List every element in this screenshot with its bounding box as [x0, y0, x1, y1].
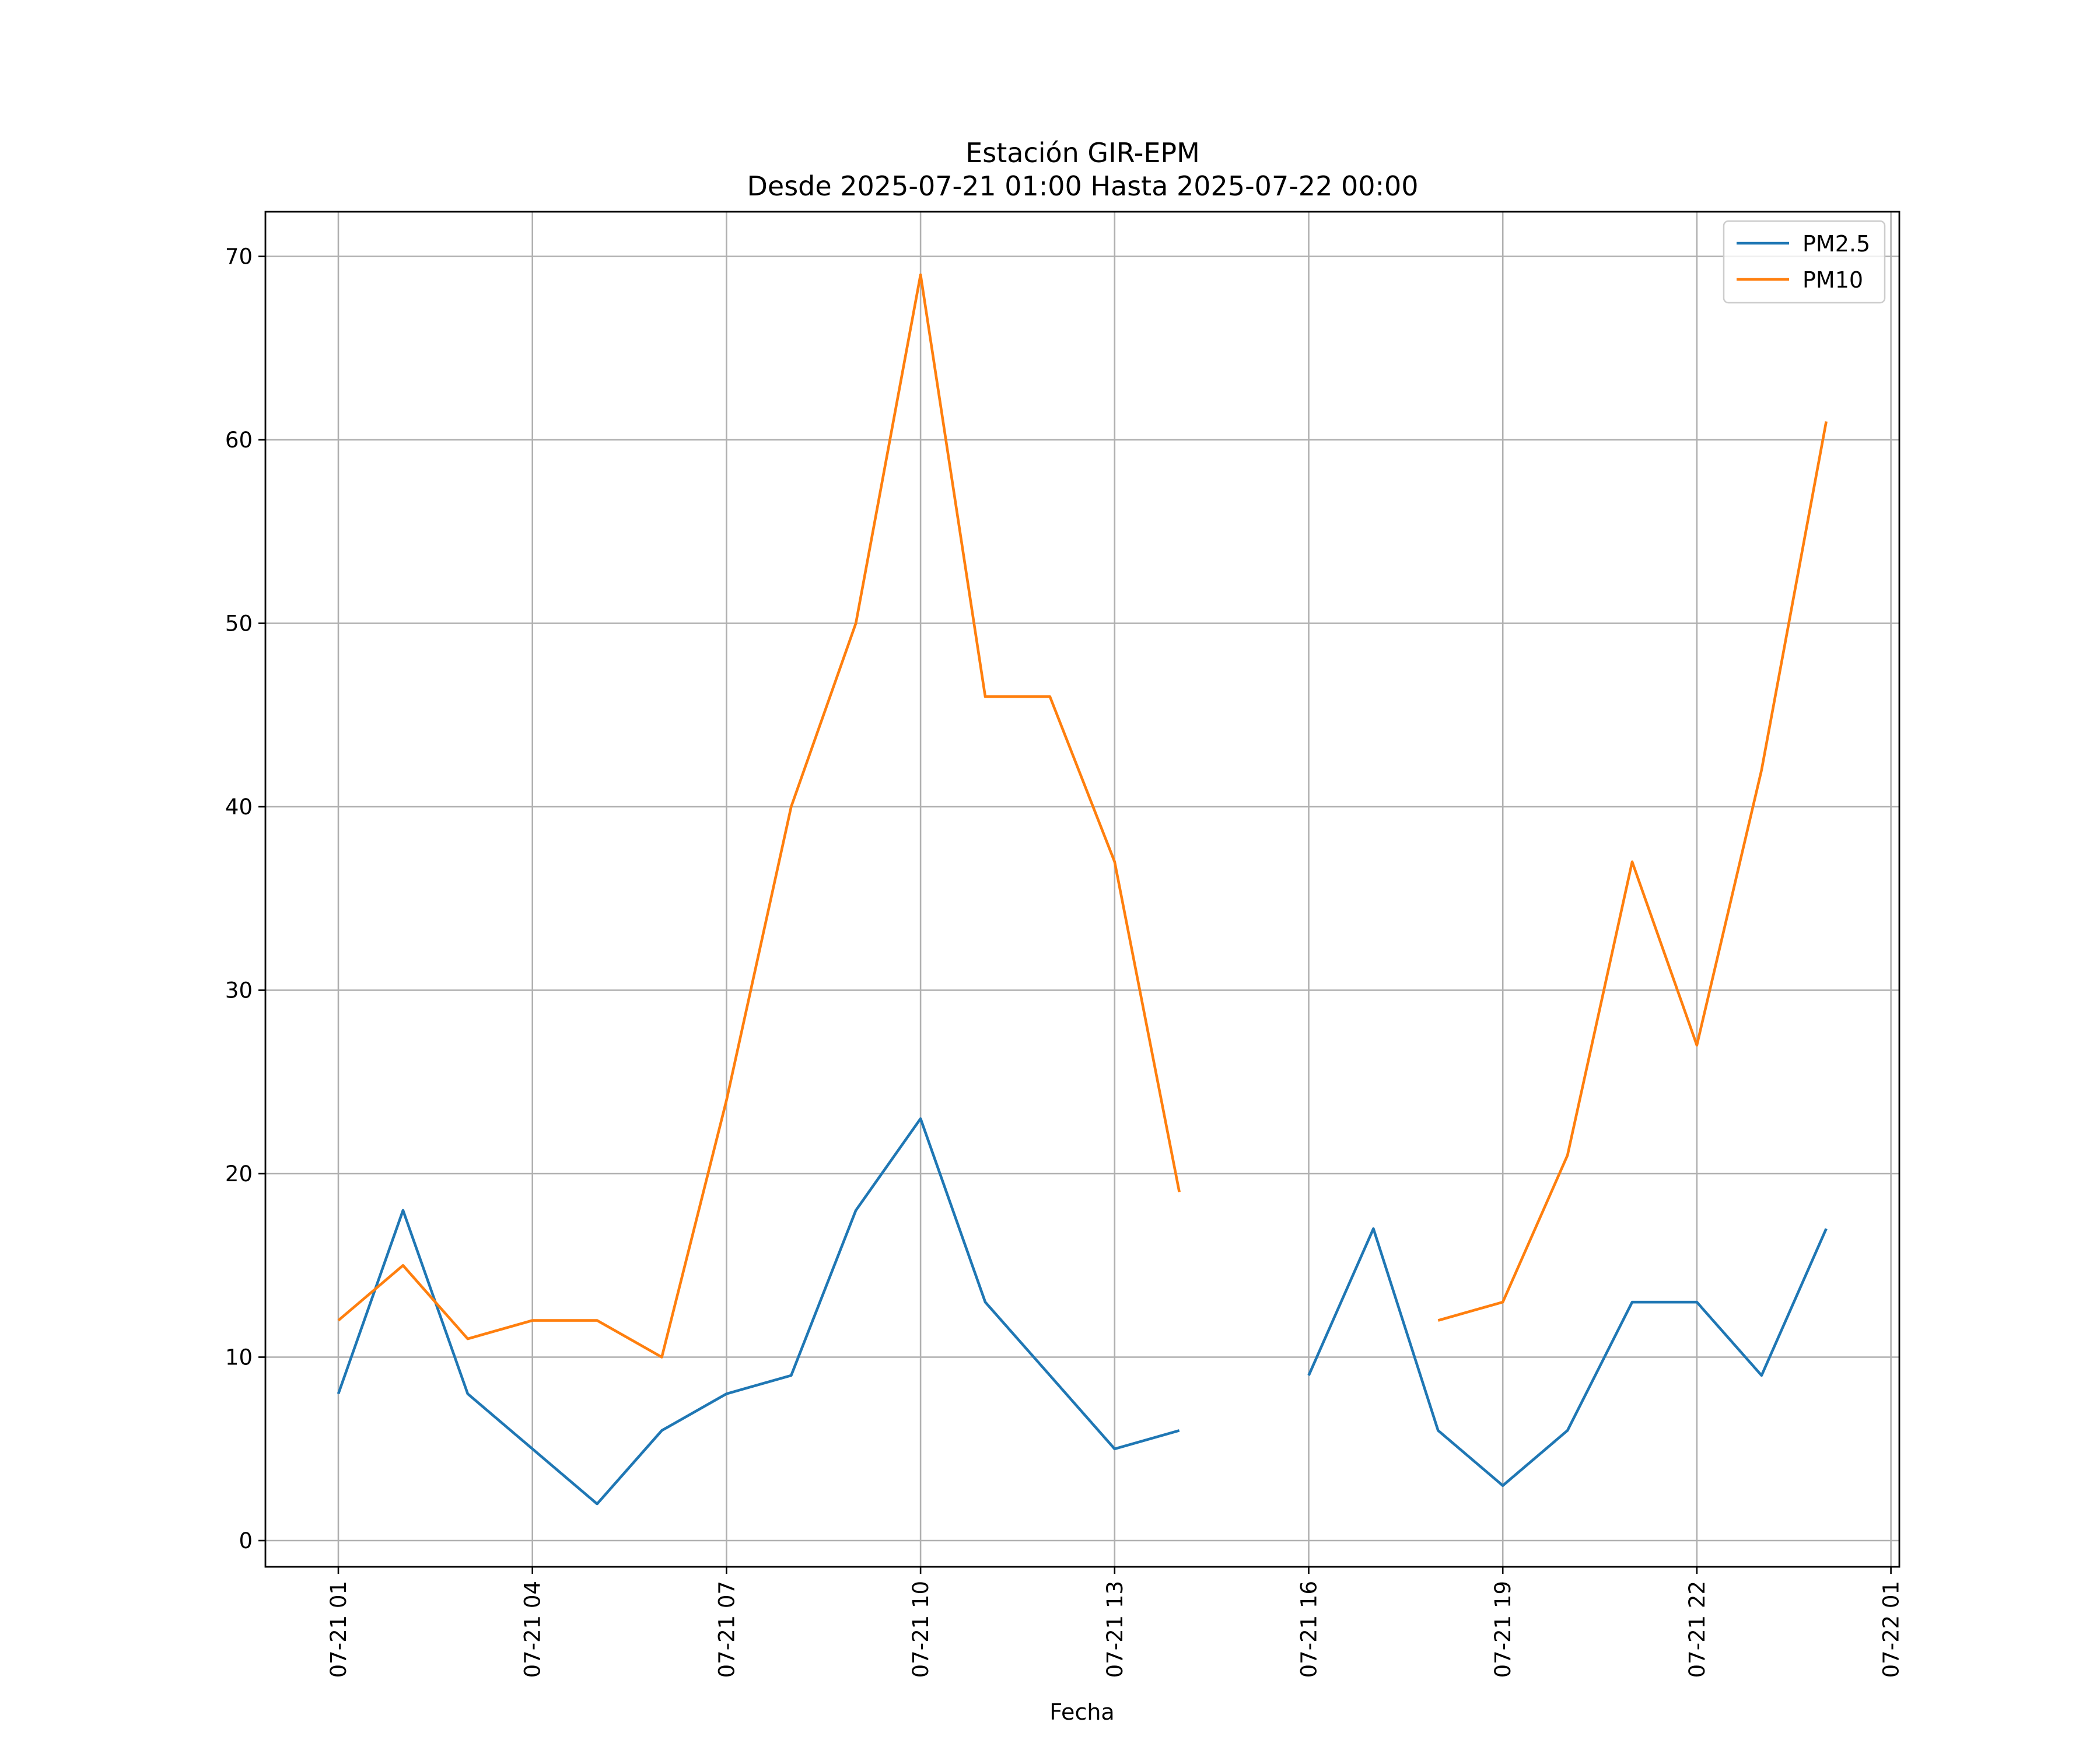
x-tick-label: 07-21 13	[1102, 1581, 1128, 1678]
x-tick-label: 07-22 01	[1879, 1581, 1904, 1678]
legend-box	[1723, 220, 1886, 304]
x-tick-label: 07-21 04	[520, 1581, 545, 1678]
series-line-segment	[1437, 421, 1828, 1322]
grid	[265, 212, 1899, 1567]
y-tick-label: 60	[225, 428, 253, 453]
series-line-segment	[337, 1117, 1180, 1506]
x-tick-label: 07-21 07	[714, 1581, 739, 1678]
x-tick-label: 07-21 16	[1297, 1581, 1322, 1678]
plot-frame	[264, 211, 1901, 1568]
y-tick-label: 10	[225, 1345, 253, 1370]
x-tick-label: 07-21 22	[1685, 1581, 1710, 1678]
x-tick-label: 07-21 01	[326, 1581, 351, 1678]
series-line-segment	[337, 273, 1181, 1359]
legend: PM2.5 PM10	[1723, 220, 1886, 304]
series-pm25	[337, 1117, 1828, 1506]
y-tick-label: 50	[225, 611, 253, 636]
y-tick-label: 30	[225, 978, 253, 1003]
x-tick-label: 07-21 19	[1490, 1581, 1516, 1678]
y-tick-label: 70	[225, 244, 253, 270]
series-group	[337, 273, 1828, 1506]
y-tick-label: 40	[225, 794, 253, 820]
legend-label-pm25: PM2.5	[1803, 231, 1870, 257]
x-axis-label: Fecha	[1049, 1699, 1114, 1725]
ticks: 0 10 20 30 40 50 60 70 07-21 01 07-21 04 07-21 07 0…	[225, 244, 1904, 1678]
chart-subtitle: Desde 2025-07-21 01:00 Hasta 2025-07-22 …	[747, 170, 1418, 202]
x-tick-label: 07-21 10	[908, 1581, 933, 1678]
legend-label-pm10: PM10	[1803, 267, 1863, 293]
y-tick-label: 0	[239, 1528, 253, 1553]
chart-title: Estación GIR-EPM	[965, 137, 1200, 169]
y-tick-label: 20	[225, 1161, 253, 1186]
series-line-segment	[1307, 1227, 1828, 1487]
series-pm10	[337, 273, 1828, 1359]
